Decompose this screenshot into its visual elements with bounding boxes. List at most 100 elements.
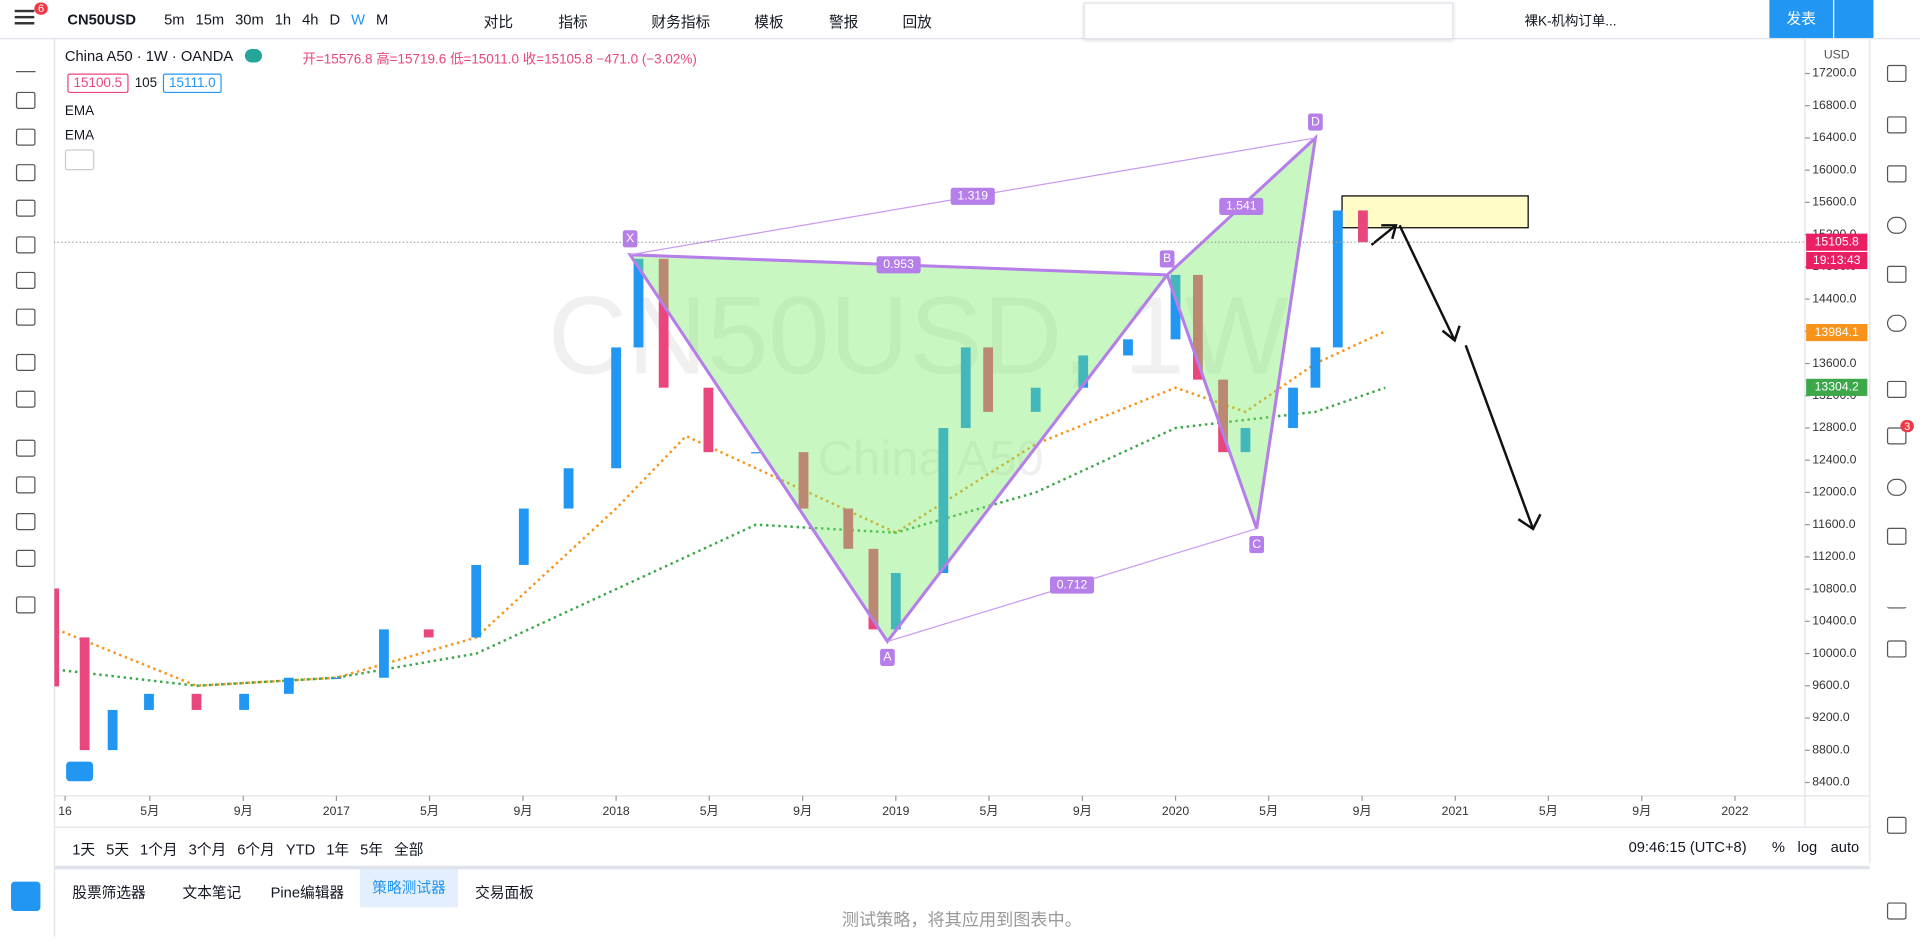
ratio-label-bg [876,256,921,274]
publish-button[interactable]: 发表 [1769,0,1834,38]
range[interactable]: 1年 [326,841,350,859]
point-label: B [1163,251,1171,265]
range[interactable]: YTD [285,841,316,859]
ratio-label-bg [1219,197,1264,215]
range[interactable]: 3个月 [188,841,227,859]
candle [1078,355,1088,387]
drawing-template[interactable]: 裸K-机构订单... [1524,14,1617,30]
collapse-button[interactable] [64,149,95,171]
y-tick-label: 16000.0 [1812,162,1856,176]
x-tick-label: 5月 [1259,804,1278,818]
lock-draw-tool[interactable] [15,476,36,494]
candle [1218,380,1228,453]
x-tick-label: 2022 [1721,804,1748,818]
interval[interactable]: 5m [164,11,185,29]
play-button[interactable] [1833,0,1874,38]
dom[interactable] [1886,640,1907,658]
xabcd-tool[interactable] [15,236,36,254]
interval[interactable]: M [376,11,389,29]
fib-tool[interactable] [15,128,36,146]
hotlists[interactable] [1886,216,1907,234]
data-window[interactable] [1886,165,1907,183]
y-tick-label: 12400.0 [1812,452,1856,466]
range[interactable]: 5天 [106,841,130,859]
cursor-tool[interactable] [15,55,36,73]
x-tick-label: 9月 [513,804,532,818]
candle [751,452,761,453]
magnet-tool[interactable] [15,439,36,457]
compare[interactable]: 对比 [483,13,514,31]
range[interactable]: 5年 [360,841,384,859]
interval[interactable]: 30m [235,11,264,29]
interval[interactable]: 15m [195,11,225,29]
range[interactable]: 1个月 [140,841,178,859]
sell-button[interactable]: 15100.5 [67,73,129,94]
favorites-button[interactable] [11,881,41,912]
templates[interactable]: 模板 [754,13,784,31]
interval[interactable]: 1h [274,11,292,29]
visibility-tool[interactable] [15,549,36,567]
arrow-tool[interactable] [15,308,36,326]
chats[interactable] [1886,380,1907,398]
x-tick-label: 5月 [979,804,998,818]
layers[interactable] [1886,816,1907,834]
notifications[interactable] [1886,527,1907,545]
range[interactable]: 1天 [72,841,96,859]
range[interactable]: 全部 [394,841,424,859]
line-tool[interactable] [15,91,36,109]
ideas[interactable] [1886,314,1907,332]
tab-active[interactable]: 策略测试器 [360,869,458,908]
financials[interactable]: 财务指标 [651,13,711,31]
zoom-tool[interactable] [15,390,36,408]
menu-button[interactable] [14,9,35,13]
trading[interactable] [1886,591,1907,609]
alerts[interactable]: 警报 [828,13,859,31]
candle [799,452,809,508]
prediction-tool[interactable] [15,271,36,289]
buy-button[interactable]: 15111.0 [162,73,222,94]
point-label: C [1252,537,1261,551]
y-tick-label: 11200.0 [1812,549,1856,563]
ruler-tool[interactable] [15,353,36,372]
messages[interactable] [1886,427,1907,445]
text-tool[interactable] [15,199,36,217]
ratio-label-bg [1050,576,1095,594]
candle [1333,210,1343,347]
top-bar: 6 CN50USD 5m 15m 30m 1h 4h D W M 对比 指标 财务指标 模板 … [0,0,1920,40]
point-label-bg [1159,250,1175,268]
percent-toggle[interactable]: % [1771,838,1785,856]
help[interactable] [1886,902,1907,920]
tab[interactable]: 交易面板 [475,884,534,902]
alerts-panel[interactable] [1886,116,1907,134]
interval[interactable]: W [351,11,365,29]
y-tick-label: 8400.0 [1812,775,1850,789]
symbol[interactable]: CN50USD [67,11,136,29]
range-bar: 1天 5天 1个月 3个月 6个月 YTD 1年 5年 全部 09:46:15 (UTC+8) … [53,826,1870,865]
streams[interactable] [1886,478,1907,496]
x-tick-label: 9月 [1353,804,1372,818]
ratio-label: 0.712 [1057,577,1088,591]
lock-tool[interactable] [15,513,36,531]
log-toggle[interactable]: log [1797,838,1818,856]
x-tick-label: 9月 [793,804,812,818]
indicators[interactable]: 指标 [558,13,588,31]
delete-tool[interactable] [15,596,36,614]
tab[interactable]: 文本笔记 [182,884,242,902]
interval[interactable]: 4h [302,11,319,29]
calendar[interactable] [1886,265,1907,283]
candle [843,509,853,549]
ema-line [57,331,1386,685]
chart: CN50USD, 1W China A50 USD 8400.0 8800.0 92… [53,37,1871,864]
ema-last-label: 13304.2 [1815,380,1859,394]
auto-toggle[interactable]: auto [1830,838,1860,856]
range[interactable]: 6个月 [237,841,275,859]
pattern-tool[interactable] [15,164,36,182]
tab[interactable]: 股票筛选器 [72,884,146,902]
candle [284,678,294,694]
watchlist[interactable] [1886,64,1907,83]
tab[interactable]: Pine编辑器 [270,884,345,902]
interval[interactable]: D [329,11,341,29]
replay[interactable]: 回放 [902,13,932,31]
yellow-box [1341,195,1529,229]
